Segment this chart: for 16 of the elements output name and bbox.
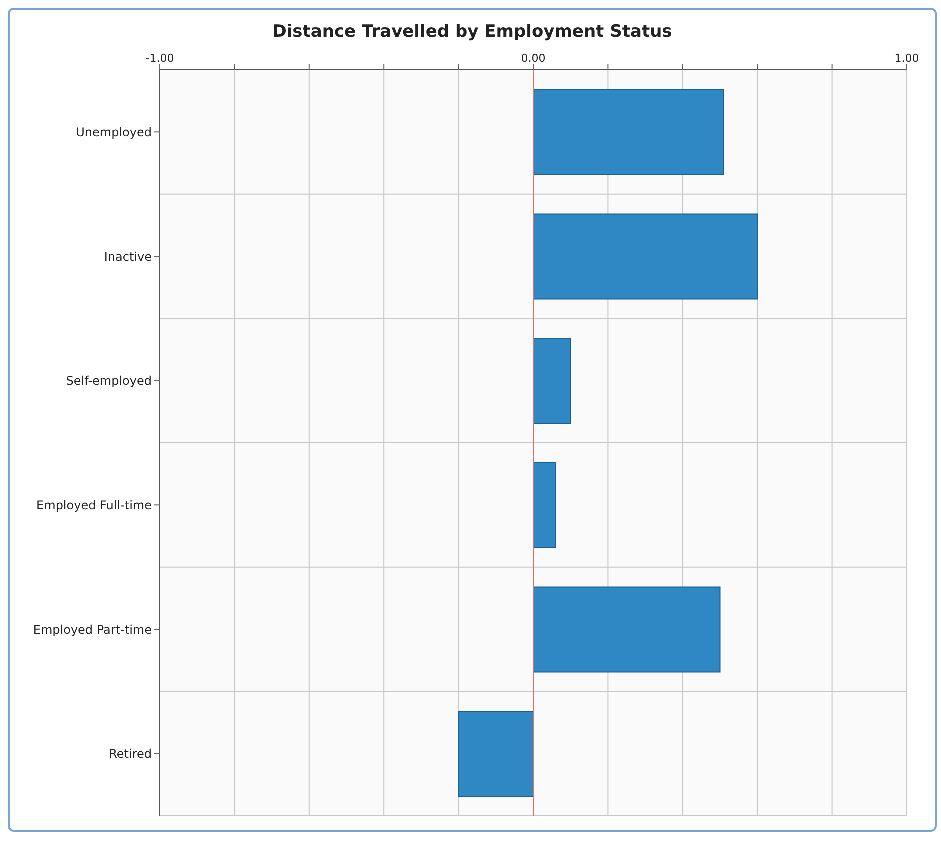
bar bbox=[533, 338, 572, 424]
y-tick-label: Employed Full-time bbox=[36, 498, 152, 512]
x-tick-label: -1.00 bbox=[146, 52, 174, 65]
bar bbox=[533, 214, 758, 300]
bar bbox=[533, 89, 724, 176]
x-tick-label: 1.00 bbox=[894, 52, 920, 65]
y-tick-label: Employed Part-time bbox=[33, 622, 152, 637]
bar bbox=[533, 462, 556, 548]
y-tick-label: Unemployed bbox=[76, 125, 152, 140]
bar bbox=[533, 586, 721, 673]
y-tick-label: Self-employed bbox=[66, 374, 152, 388]
y-tick-label: Retired bbox=[109, 747, 152, 762]
x-tick-label: 0.00 bbox=[521, 52, 546, 65]
bar bbox=[458, 711, 534, 798]
y-tick-label: Inactive bbox=[104, 250, 152, 264]
chart-title: Distance Travelled by Employment Status bbox=[272, 21, 674, 44]
